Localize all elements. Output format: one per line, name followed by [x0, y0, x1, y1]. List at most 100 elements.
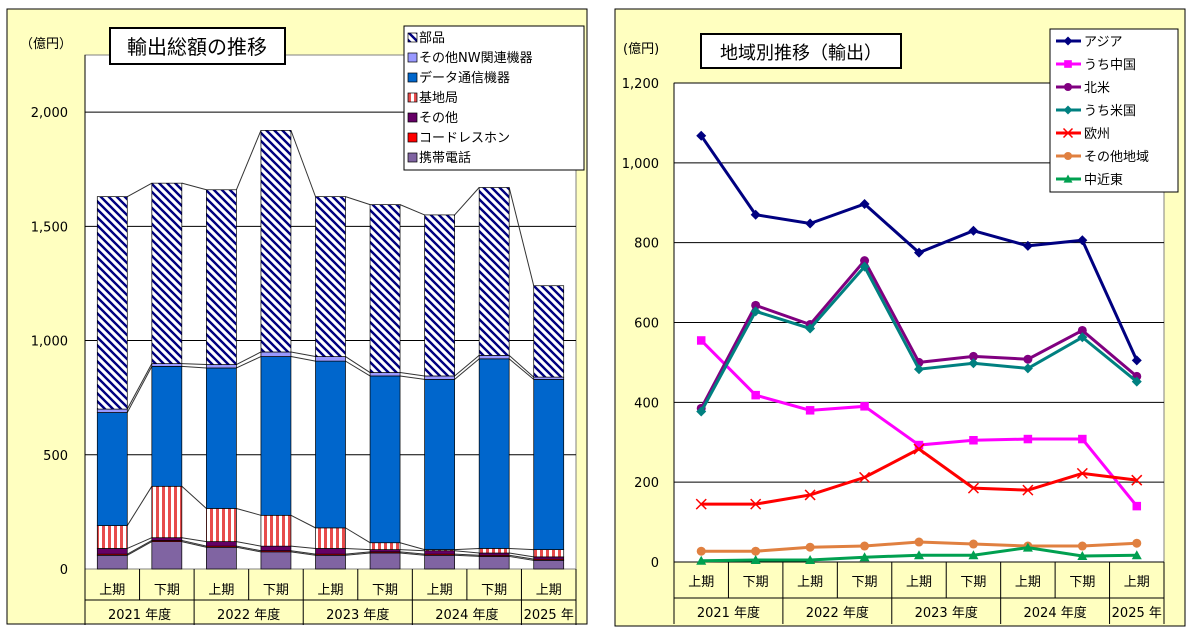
y-tick-label: 1,500 — [31, 220, 68, 235]
data-point — [1131, 474, 1143, 486]
legend-box — [403, 25, 585, 171]
data-point — [1063, 36, 1073, 46]
data-point — [751, 546, 761, 556]
data-point — [968, 351, 978, 361]
data-point — [1132, 501, 1142, 511]
series-connector — [181, 365, 207, 369]
bar-segment — [533, 559, 565, 570]
bar-segment — [478, 355, 510, 360]
data-point — [750, 555, 761, 565]
legend-label: うち中国 — [1084, 58, 1136, 73]
data-point — [750, 209, 761, 220]
series-connector — [181, 537, 207, 543]
legend-label: その他 — [419, 111, 458, 126]
series-connector — [290, 550, 316, 555]
data-point — [914, 364, 924, 375]
series-connector — [509, 554, 534, 560]
bar-segment — [206, 541, 237, 547]
bar-segment — [315, 360, 346, 529]
bar-segment — [206, 189, 237, 365]
series-connector — [181, 539, 207, 547]
series-connector — [345, 527, 371, 544]
data-point — [1077, 325, 1087, 335]
bar-segment — [478, 187, 510, 356]
series-connector — [400, 552, 425, 556]
series-connector — [235, 130, 262, 190]
legend-label: アジア — [1084, 35, 1122, 50]
bar-segment — [206, 364, 237, 369]
series-connector — [126, 366, 153, 413]
data-point — [1022, 542, 1033, 552]
series-connector — [126, 363, 153, 410]
bar-segment — [369, 372, 401, 377]
x-group-label: 2024 年度 — [1024, 605, 1087, 621]
bar-segment — [478, 548, 510, 554]
bar-segment — [369, 204, 401, 373]
series-connector — [454, 358, 480, 380]
data-point — [805, 218, 816, 229]
series-connector — [126, 486, 153, 526]
bar-segment — [151, 537, 183, 541]
data-point — [1077, 235, 1088, 246]
data-point — [1063, 151, 1073, 161]
data-point — [967, 482, 979, 494]
bar-segment — [424, 550, 455, 555]
series-connector — [236, 545, 262, 552]
x-tick-label: 上期 — [797, 575, 823, 590]
data-point — [696, 555, 707, 565]
series-connector — [508, 187, 535, 286]
series-connector — [400, 551, 425, 555]
x-tick-label: 上期 — [208, 583, 234, 598]
y-tick-label: 0 — [60, 563, 68, 578]
series-connector — [127, 182, 153, 198]
bar-segment — [315, 527, 346, 549]
series-connector — [236, 351, 262, 365]
x-tick-label: 上期 — [427, 583, 453, 598]
data-point — [914, 550, 924, 560]
data-point — [751, 300, 761, 310]
series-connector — [454, 550, 480, 554]
x-tick-label: 上期 — [1015, 575, 1041, 590]
data-point — [914, 247, 924, 258]
x-tick-label: 下期 — [852, 575, 878, 590]
bar-segment — [315, 554, 346, 570]
x-tick-label: 下期 — [743, 575, 769, 590]
y-tick-label: 200 — [634, 476, 659, 491]
series-group — [696, 336, 1142, 511]
data-point — [751, 390, 760, 400]
bar-segment — [369, 542, 401, 550]
series-connector — [290, 130, 316, 197]
data-point — [968, 358, 979, 369]
data-point — [696, 546, 706, 556]
series-connector — [236, 546, 262, 553]
series-connector — [399, 375, 425, 380]
legend-swatch — [407, 92, 418, 103]
data-point — [859, 471, 871, 483]
x-tick-label: 上期 — [99, 583, 125, 598]
data-point — [805, 555, 816, 565]
data-point — [968, 539, 978, 549]
legend-label: 部品 — [419, 31, 445, 46]
series-connector — [236, 541, 262, 547]
x-group-label: 2025 年 — [1112, 606, 1162, 621]
legend-swatch — [407, 112, 418, 123]
bar-segment — [424, 214, 455, 377]
bar-segment — [151, 541, 183, 570]
x-tick-label: 下期 — [960, 575, 986, 590]
series-connector — [454, 554, 480, 557]
legend-label: 携帯電話 — [419, 150, 471, 166]
data-point — [859, 198, 870, 209]
data-point — [1022, 363, 1033, 374]
series-connector — [399, 542, 425, 551]
y-unit-label: (億円) — [623, 41, 659, 57]
bar-segment — [96, 548, 128, 555]
data-point — [860, 256, 870, 266]
series-connector — [399, 372, 425, 377]
bar-segment — [315, 548, 346, 555]
chart-title: 輸出総額の推移 — [127, 35, 267, 59]
data-point — [750, 498, 762, 510]
legend-label: 基地局 — [419, 91, 458, 106]
series-connector — [290, 514, 316, 529]
x-tick-label: 下期 — [481, 583, 507, 598]
bar-segment — [151, 485, 183, 539]
